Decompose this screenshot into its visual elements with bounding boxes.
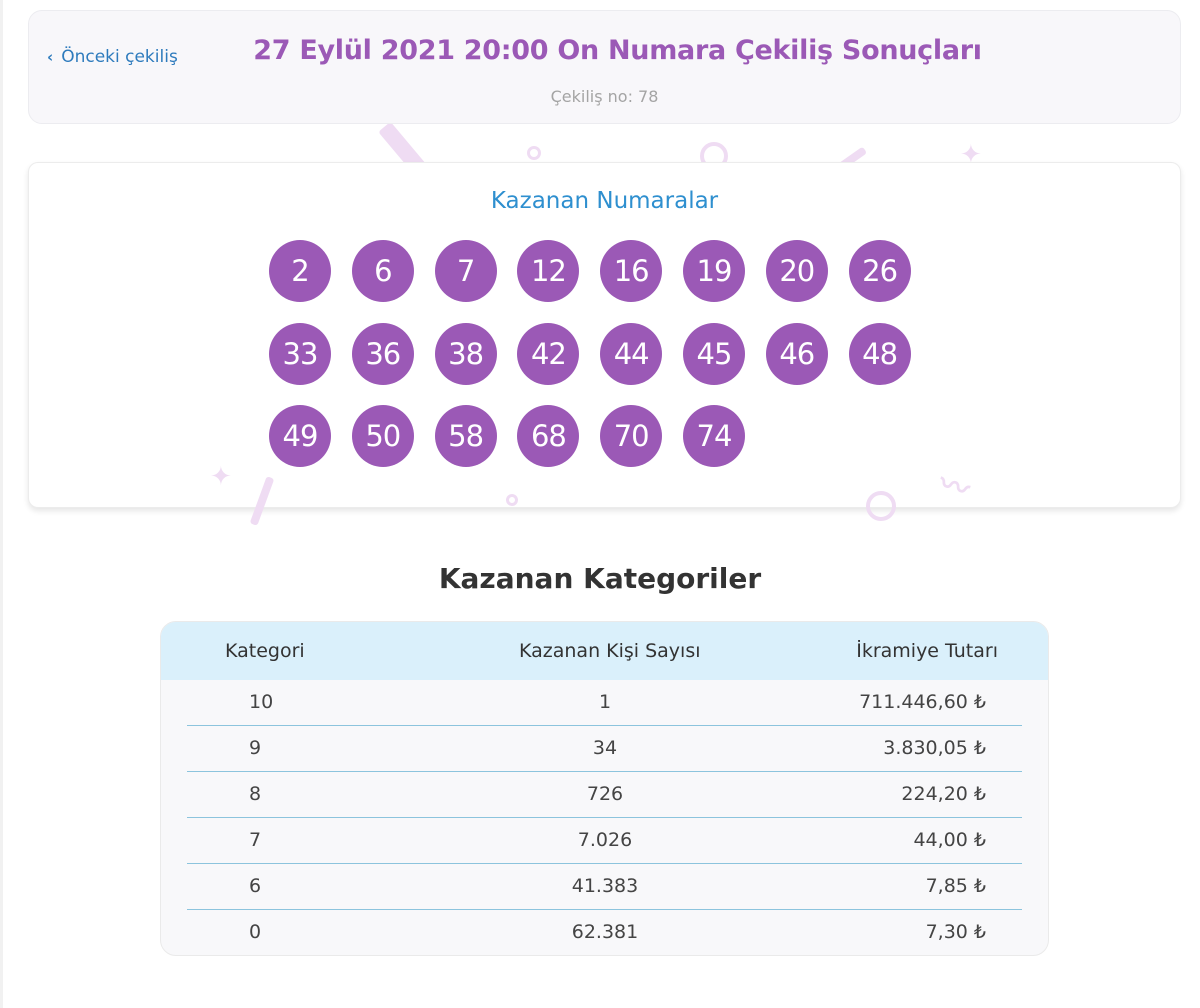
number-ball: 20 [765,240,828,302]
winning-categories-table: Kategori Kazanan Kişi Sayısı İkramiye Tu… [160,621,1049,956]
table-body: 1 10 711.446,60 ₺ 34 9 3.830,05 ₺ 726 8 … [161,680,1048,955]
number-ball: 36 [351,322,414,385]
number-ball: 46 [765,322,828,385]
number-ball: 45 [682,322,745,385]
winners-cell: 34 [592,737,618,759]
table-row: 34 9 3.830,05 ₺ [187,726,1022,772]
number-ball: 7 [434,240,497,302]
number-ball: 50 [351,405,414,467]
category-cell: 6 [249,875,262,897]
number-ball: 6 [351,240,414,302]
table-row: 62.381 0 7,30 ₺ [187,910,1022,955]
prize-cell: 44,00 ₺ [913,829,986,851]
column-header-category: Kategori [225,640,305,662]
number-balls: 2 6 7 12 16 19 20 26 33 36 38 42 44 45 4… [269,240,929,467]
winners-cell: 62.381 [571,921,639,943]
prize-cell: 224,20 ₺ [901,783,986,805]
previous-draw-link[interactable]: ‹ Önceki çekiliş [47,47,178,67]
number-ball: 68 [517,405,580,467]
table-row: 41.383 6 7,85 ₺ [187,864,1022,910]
page-edge [0,0,3,1008]
category-cell: 9 [249,737,262,759]
prize-cell: 7,30 ₺ [925,921,986,943]
number-ball: 49 [269,405,331,467]
category-cell: 8 [249,783,262,805]
category-cell: 10 [249,691,274,713]
number-ball: 26 [848,240,911,302]
winners-cell: 7.026 [577,829,633,851]
column-header-winners: Kazanan Kişi Sayısı [519,640,701,662]
winning-numbers-title: Kazanan Numaralar [490,188,719,214]
winners-cell: 1 [598,691,612,713]
confetti-ring-icon [527,146,541,160]
category-cell: 0 [249,921,262,943]
winners-cell: 726 [586,783,624,805]
page-title: 27 Eylül 2021 20:00 On Numara Çekiliş So… [253,35,982,66]
category-cell: 7 [249,829,262,851]
number-ball: 42 [517,322,580,385]
number-ball: 38 [434,322,497,385]
draw-header: ‹ Önceki çekiliş 27 Eylül 2021 20:00 On … [28,10,1181,124]
table-row: 1 10 711.446,60 ₺ [187,680,1022,726]
table-header: Kategori Kazanan Kişi Sayısı İkramiye Tu… [161,622,1048,680]
number-ball: 2 [269,240,331,302]
previous-draw-label: Önceki çekiliş [61,47,178,67]
number-ball: 16 [600,240,663,302]
number-ball: 58 [434,405,497,467]
number-ball: 12 [517,240,580,302]
number-ball: 19 [682,240,745,302]
prize-cell: 7,85 ₺ [925,875,986,897]
column-header-prize: İkramiye Tutarı [856,640,998,662]
number-ball: 70 [600,405,663,467]
table-row: 726 8 224,20 ₺ [187,772,1022,818]
number-ball: 48 [848,322,911,385]
number-ball: 74 [682,405,745,467]
winners-cell: 41.383 [571,875,639,897]
number-ball: 33 [269,322,331,385]
number-ball: 44 [600,322,663,385]
draw-number: Çekiliş no: 78 [550,87,659,106]
prize-cell: 3.830,05 ₺ [883,737,986,759]
prize-cell: 711.446,60 ₺ [859,691,986,713]
winning-categories-title: Kazanan Kategoriler [438,562,762,595]
winning-numbers-card: Kazanan Numaralar 2 6 7 12 16 19 20 26 3… [28,162,1181,508]
table-row: 7.026 7 44,00 ₺ [187,818,1022,864]
chevron-left-icon: ‹ [47,48,54,66]
